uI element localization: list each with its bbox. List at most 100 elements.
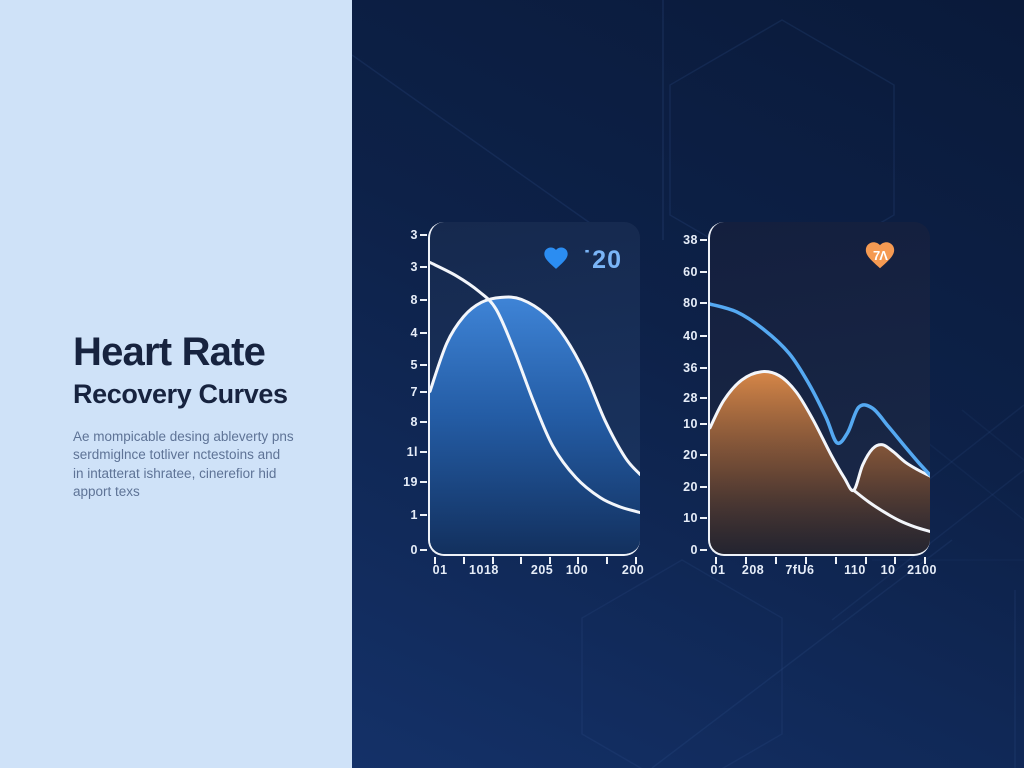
badge-value: ˙20	[582, 246, 622, 274]
x-tick-label: 100	[565, 563, 589, 577]
x-tick-mark	[714, 557, 717, 564]
description-line: serdmiglnce totliver nctestoins and	[73, 447, 281, 463]
chart-curves	[710, 222, 930, 554]
y-tick-label: 3	[410, 260, 418, 275]
y-tick-label: 20	[683, 448, 698, 463]
x-axis-labels: 01 1018 205 100 200	[428, 563, 644, 583]
heart-icon	[541, 244, 571, 277]
x-tick-mark	[834, 557, 837, 564]
y-tick-label: 0	[410, 542, 418, 557]
recovery-tail-curve	[854, 490, 930, 531]
x-tick-label: 01	[710, 563, 726, 577]
y-tick-label: 1	[410, 507, 418, 522]
x-tick-label: 205	[530, 563, 554, 577]
x-tick-mark	[634, 557, 637, 564]
pulse-glyph: 7Λ	[873, 247, 888, 263]
y-tick-label: 0	[690, 542, 698, 557]
y-tick-mark	[700, 548, 707, 551]
y-tick-mark	[420, 331, 427, 334]
heart-rate-badge: ˙20	[541, 244, 622, 277]
x-tick-label: 1018	[469, 563, 499, 577]
x-tick-mark	[864, 557, 867, 564]
y-tick-label: 60	[683, 265, 698, 280]
x-tick-mark	[606, 557, 609, 564]
description-line: in intatterat ishratee, cinerefior hid	[73, 465, 277, 481]
x-tick-mark	[924, 557, 927, 564]
y-tick-mark	[420, 266, 427, 269]
heart-rate-badge: 7Λ	[862, 238, 898, 277]
x-tick-mark	[577, 557, 580, 564]
chart-curves	[430, 222, 640, 554]
y-tick-mark	[700, 516, 707, 519]
y-tick-label: 4	[410, 325, 418, 340]
y-tick-mark	[700, 302, 707, 305]
effort-dome-curve	[430, 297, 640, 474]
y-tick-label: 80	[683, 296, 698, 311]
heart-icon: 7Λ	[862, 238, 898, 277]
y-tick-label: 10	[683, 417, 698, 432]
y-tick-mark	[700, 423, 707, 426]
chart-card-blue: 3 3 8 4 5 7 8 1l 19 1 0 ˙20 01 1018 205 100 200	[403, 222, 644, 577]
x-tick-label: 200	[621, 563, 645, 577]
y-tick-mark	[700, 239, 707, 242]
x-tick-label: 7fU6	[785, 563, 815, 577]
y-tick-mark	[420, 480, 427, 483]
y-tick-label: 36	[683, 360, 698, 375]
effort-mounds-curve	[710, 372, 930, 491]
x-tick-mark	[462, 557, 465, 564]
left-panel: Heart Rate Recovery Curves Ae mompicable…	[0, 0, 352, 768]
y-tick-label: 7	[410, 385, 418, 399]
x-tick-label: 208	[741, 563, 765, 577]
description-line: apport texs	[73, 483, 140, 499]
x-tick-mark	[894, 557, 897, 564]
x-axis-labels: 01 208 7fU6 110 10 2100	[708, 563, 937, 583]
x-tick-mark	[520, 557, 523, 564]
y-tick-mark	[420, 513, 427, 516]
heart-icon-shape	[865, 242, 895, 269]
y-tick-mark	[700, 271, 707, 274]
y-tick-label: 19	[403, 474, 418, 489]
heart-icon-shape	[544, 247, 568, 269]
y-tick-label: 3	[410, 228, 418, 243]
y-axis-labels: 3 3 8 4 5 7 8 1l 19 1 0	[392, 222, 422, 557]
description-paragraph: Ae mompicable desing ableverty pns serdm…	[73, 428, 323, 501]
y-tick-mark	[700, 454, 707, 457]
chart-plot-area: 7Λ	[708, 222, 930, 556]
description-line: Ae mompicable desing ableverty pns	[73, 428, 294, 444]
y-tick-label: 28	[683, 391, 698, 406]
y-tick-mark	[420, 363, 427, 366]
y-axis-labels: 38 60 80 40 36 28 10 20 20 10 0	[672, 222, 702, 557]
y-tick-mark	[700, 485, 707, 488]
y-tick-label: 8	[410, 415, 418, 430]
y-tick-label: 20	[683, 479, 698, 494]
y-tick-label: 5	[410, 357, 418, 372]
y-tick-mark	[700, 397, 707, 400]
chart-card-orange: 38 60 80 40 36 28 10 20 20 10 0 7Λ 01 208 7fU6 110 10 2…	[683, 222, 936, 577]
y-tick-mark	[420, 451, 427, 454]
y-tick-mark	[420, 421, 427, 424]
x-tick-label: 10	[880, 563, 896, 577]
page-subtitle: Recovery Curves	[73, 378, 288, 409]
effort-mounds-area	[710, 371, 930, 554]
x-tick-mark	[548, 557, 551, 564]
recovery-line-curve	[430, 263, 640, 513]
y-tick-label: 10	[683, 510, 698, 525]
y-tick-mark	[700, 334, 707, 337]
title-block: Heart Rate Recovery Curves Ae mompicable…	[73, 332, 323, 501]
y-tick-label: 40	[683, 328, 698, 343]
heart-rate-line-curve	[710, 304, 930, 475]
page-title: Heart Rate	[73, 330, 266, 374]
y-tick-label: 1l	[406, 445, 418, 460]
y-tick-mark	[420, 298, 427, 301]
x-tick-mark	[491, 557, 494, 564]
chart-plot-area: ˙20	[428, 222, 640, 556]
x-tick-mark	[744, 557, 747, 564]
y-tick-label: 38	[683, 233, 698, 248]
y-tick-label: 8	[410, 292, 418, 307]
x-tick-mark	[774, 557, 777, 564]
y-tick-mark	[700, 366, 707, 369]
x-tick-label: 110	[844, 563, 866, 577]
x-tick-label: 01	[432, 563, 448, 577]
x-tick-mark	[804, 557, 807, 564]
